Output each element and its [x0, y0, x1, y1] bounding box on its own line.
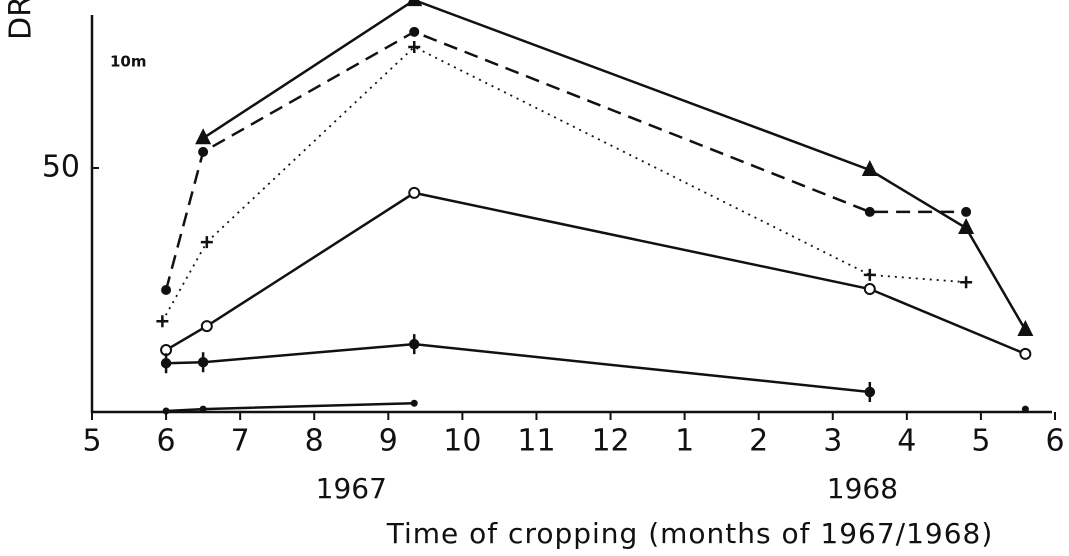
x-tick-label: 3	[823, 424, 842, 459]
x-tick-label: 6	[1045, 424, 1064, 459]
x-tick-label: 6	[157, 424, 176, 459]
marker-small	[199, 405, 207, 413]
marker-triangle	[1017, 320, 1034, 337]
marker-dot	[864, 206, 875, 217]
annotation: 10m	[110, 53, 147, 71]
year-label: 1968	[827, 472, 898, 505]
marker-dot	[961, 206, 972, 217]
x-tick-label: 7	[231, 424, 250, 459]
marker-circle	[1019, 347, 1032, 360]
marker-small	[1021, 405, 1029, 413]
marker-bar-dot	[197, 352, 209, 373]
marker-triangle	[958, 218, 975, 235]
x-axis-label: Time of cropping (months of 1967/1968)	[386, 517, 994, 550]
series-line	[161, 45, 967, 322]
x-tick-label: 10	[443, 424, 481, 459]
year-label: 1967	[316, 472, 387, 505]
x-tick-label: 1	[675, 424, 694, 459]
marker-plus	[408, 40, 421, 53]
series-line	[202, 0, 1027, 331]
marker-dot	[161, 285, 172, 295]
y-tick-label: 50	[42, 150, 80, 185]
x-tick-label: 11	[517, 424, 555, 459]
marker-circle	[863, 283, 876, 296]
marker-circle	[408, 186, 421, 199]
marker-triangle	[406, 0, 423, 7]
marker-dot	[409, 26, 420, 37]
x-tick-label: 8	[305, 424, 324, 459]
marker-triangle	[195, 128, 212, 145]
marker-small	[162, 407, 170, 415]
x-tick-label: 12	[591, 424, 629, 459]
marker-bar-dot	[408, 334, 420, 355]
marker-triangle	[861, 159, 878, 176]
marker-dot	[198, 146, 209, 157]
x-tick-label: 9	[379, 424, 398, 459]
marker-plus	[200, 236, 213, 249]
marker-circle	[200, 320, 213, 333]
marker-bar-dot	[864, 381, 876, 402]
marker-bar-dot	[160, 353, 172, 374]
marker-plus	[863, 268, 876, 281]
x-tick-label: 5	[82, 424, 101, 459]
x-tick-label: 5	[971, 424, 990, 459]
series-line	[165, 191, 1026, 356]
x-tick-label: 2	[749, 424, 768, 459]
marker-plus	[960, 276, 973, 289]
x-tick-label: 4	[897, 424, 916, 459]
y-axis-label: DR	[4, 0, 39, 40]
marker-plus	[156, 315, 169, 328]
marker-small	[410, 399, 418, 407]
series-line	[166, 342, 870, 394]
